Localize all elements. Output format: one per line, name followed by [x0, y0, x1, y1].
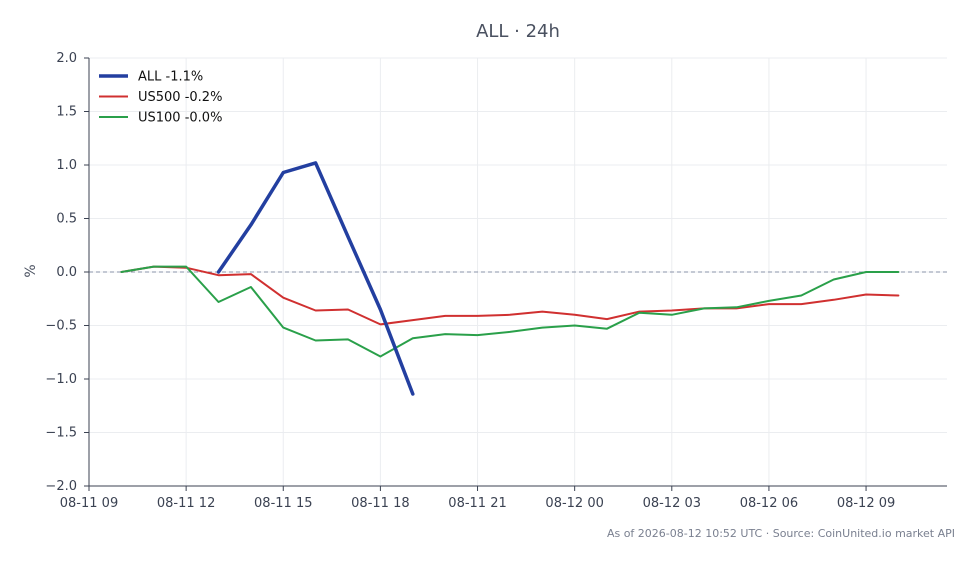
legend-label: US100 -0.0%: [138, 111, 222, 126]
x-tick-label: 08-11 12: [157, 496, 215, 511]
y-tick-label: −1.5: [45, 426, 77, 441]
y-tick-label: −1.0: [45, 372, 77, 387]
tick-labels: 2.0 1.5 1.0 0.5 0.0 −0.5 −1.0 −1.5 −2.0 08-11 09 0…: [45, 51, 895, 511]
series-line: [120, 265, 900, 326]
legend: ALL -1.1% US500 -0.2% US100 -0.0%: [99, 70, 222, 126]
x-tick-label: 08-11 09: [60, 496, 118, 511]
chart-title: ALL · 24h: [476, 21, 560, 42]
series-1: [120, 265, 900, 326]
axes: [84, 57, 947, 491]
x-tick-label: 08-12 06: [740, 496, 798, 511]
x-tick-label: 08-12 00: [545, 496, 603, 511]
series-group: [120, 161, 900, 396]
y-axis-label: %: [23, 264, 39, 277]
source-footer: As of 2026-08-12 10:52 UTC · Source: Coi…: [607, 527, 955, 540]
y-tick-label: 2.0: [56, 51, 77, 66]
x-tick-label: 08-12 09: [837, 496, 895, 511]
x-tick-label: 08-12 03: [643, 496, 701, 511]
x-tick-label: 08-11 18: [351, 496, 409, 511]
y-tick-label: 0.5: [56, 212, 77, 227]
x-tick-label: 08-11 21: [448, 496, 506, 511]
legend-label: ALL -1.1%: [138, 70, 203, 85]
y-tick-label: 1.0: [56, 158, 77, 173]
series-2: [120, 265, 900, 358]
series-line: [120, 265, 900, 358]
y-tick-label: −2.0: [45, 479, 77, 494]
y-tick-label: −0.5: [45, 319, 77, 334]
y-tick-label: 1.5: [56, 105, 77, 120]
series-0: [216, 161, 415, 396]
y-tick-label: 0.0: [56, 265, 77, 280]
x-tick-label: 08-11 15: [254, 496, 312, 511]
legend-label: US500 -0.2%: [138, 90, 222, 105]
series-line: [216, 161, 415, 396]
